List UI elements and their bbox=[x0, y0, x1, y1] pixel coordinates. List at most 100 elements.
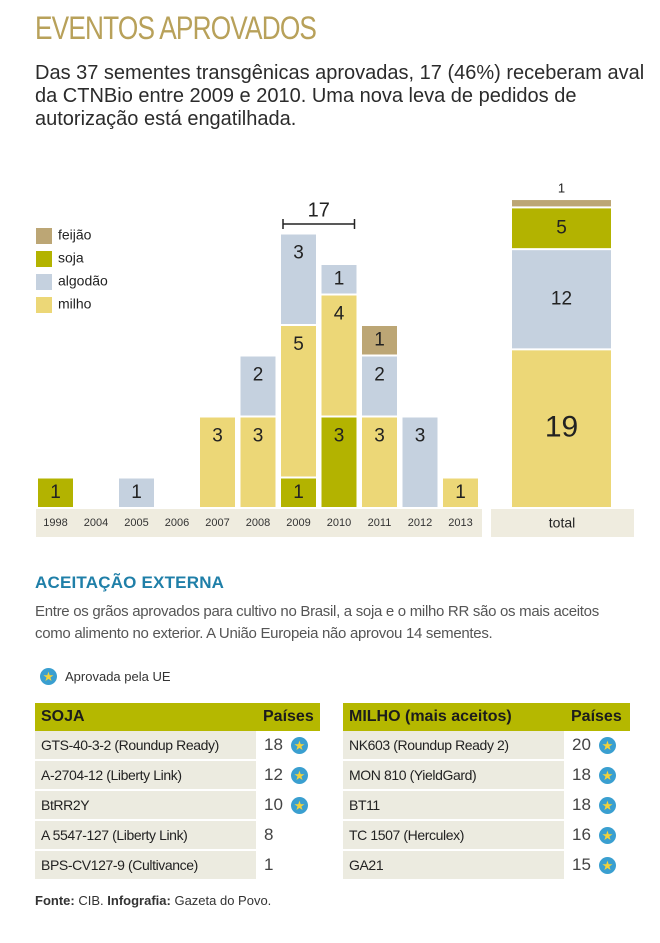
x-tick-label: 2005 bbox=[124, 517, 148, 529]
country-count: 18 bbox=[264, 735, 283, 754]
star-icon: ★ bbox=[40, 668, 57, 685]
data-label: 5 bbox=[293, 334, 304, 355]
star-icon: ★ bbox=[598, 736, 616, 754]
data-label: 3 bbox=[415, 426, 426, 447]
section-text: Entre os grãos aprovados para cultivo no… bbox=[35, 603, 599, 642]
table-cell-name: TC 1507 (Herculex) bbox=[343, 820, 565, 851]
bar-feijão bbox=[362, 326, 397, 355]
total-axis-band bbox=[491, 509, 634, 537]
total-bar-soja bbox=[512, 208, 611, 249]
x-tick-label: 2008 bbox=[246, 517, 270, 529]
bar-algodão bbox=[281, 234, 316, 324]
bar-algodão bbox=[402, 417, 438, 507]
data-label: 3 bbox=[253, 426, 264, 447]
table-cell-value: 8 bbox=[256, 820, 320, 851]
bar-algodão bbox=[119, 478, 154, 507]
table-cell-name: MON 810 (YieldGard) bbox=[343, 760, 565, 791]
legend-swatch-soja bbox=[36, 251, 52, 267]
x-tick-label: 2006 bbox=[165, 517, 189, 529]
milho-table: MILHO (mais aceitos) Países NK603 (Round… bbox=[343, 703, 630, 881]
table-cell-name: A-2704-12 (Liberty Link) bbox=[35, 760, 257, 791]
legend-label: soja bbox=[58, 250, 84, 266]
x-tick-label: 2009 bbox=[286, 517, 310, 529]
data-label: 1 bbox=[50, 482, 61, 503]
lead-paragraph: Das 37 sementes transgênicas aprovadas, … bbox=[35, 62, 645, 130]
total-data-label: 12 bbox=[551, 288, 572, 309]
infografia-label: Infografia: bbox=[107, 893, 171, 908]
x-tick-label: 2007 bbox=[205, 517, 229, 529]
soja-table-title: SOJA bbox=[35, 703, 257, 731]
x-tick-label: 2010 bbox=[327, 517, 351, 529]
milho-table-col: Países bbox=[565, 703, 630, 731]
legend-label: algodão bbox=[58, 273, 108, 289]
table-cell-value: 18 ★ bbox=[256, 731, 320, 761]
data-label: 1 bbox=[334, 268, 345, 289]
data-label: 3 bbox=[334, 426, 345, 447]
table-cell-name: NK603 (Roundup Ready 2) bbox=[343, 731, 565, 761]
country-count: 10 bbox=[264, 795, 283, 814]
bar-soja bbox=[321, 417, 357, 507]
soja-table-col: Países bbox=[257, 703, 320, 731]
legend-swatch-milho bbox=[36, 297, 52, 313]
bar-milho bbox=[200, 417, 235, 507]
table-row: A 5547-127 (Liberty Link) 8 bbox=[35, 820, 320, 851]
total-data-label: 5 bbox=[556, 217, 567, 238]
table-row: MON 810 (YieldGard) 18 ★ bbox=[343, 760, 630, 791]
table-cell-value: 16 ★ bbox=[564, 820, 630, 851]
data-label: 2 bbox=[374, 365, 385, 386]
x-tick-label: 2012 bbox=[408, 517, 432, 529]
bar-milho bbox=[240, 417, 276, 507]
data-label: 1 bbox=[131, 482, 142, 503]
ue-legend: ★ Aprovada pela UE bbox=[40, 668, 171, 685]
ue-legend-label: Aprovada pela UE bbox=[65, 669, 171, 684]
bar-algodão bbox=[362, 356, 397, 416]
table-cell-name: A 5547-127 (Liberty Link) bbox=[35, 820, 257, 851]
country-count: 12 bbox=[264, 765, 283, 784]
star-icon: ★ bbox=[290, 736, 308, 754]
total-bar-algodão bbox=[512, 250, 611, 349]
x-tick-label: 2004 bbox=[84, 517, 108, 529]
table-row: NK603 (Roundup Ready 2) 20 ★ bbox=[343, 731, 630, 761]
table-row: GTS-40-3-2 (Roundup Ready) 18 ★ bbox=[35, 731, 320, 761]
star-icon: ★ bbox=[598, 766, 616, 784]
bar-algodão bbox=[321, 265, 357, 294]
table-row: BT11 18 ★ bbox=[343, 790, 630, 821]
data-label: 1 bbox=[374, 329, 385, 350]
total-bar-milho bbox=[512, 350, 611, 507]
total-label: total bbox=[549, 515, 575, 531]
table-cell-name: BtRR2Y bbox=[35, 790, 257, 821]
star-icon: ★ bbox=[598, 826, 616, 844]
table-row: BtRR2Y 10 ★ bbox=[35, 790, 320, 821]
legend-swatch-feijão bbox=[36, 228, 52, 244]
table-cell-value: 12 ★ bbox=[256, 760, 320, 791]
table-row: GA21 15 ★ bbox=[343, 850, 630, 881]
data-label: 3 bbox=[293, 243, 304, 264]
legend-label: milho bbox=[58, 296, 92, 312]
x-tick-label: 1998 bbox=[43, 517, 67, 529]
source-value: CIB. bbox=[78, 893, 104, 908]
source-line: Fonte: CIB. Infografia: Gazeta do Povo. bbox=[35, 893, 271, 908]
bar-soja bbox=[281, 478, 316, 507]
data-label: 1 bbox=[293, 482, 304, 503]
data-label: 3 bbox=[374, 426, 385, 447]
table-cell-value: 18 ★ bbox=[564, 790, 630, 821]
country-count: 15 bbox=[572, 855, 591, 874]
data-label: 1 bbox=[455, 482, 466, 503]
star-icon: ★ bbox=[598, 856, 616, 874]
x-tick-label: 2013 bbox=[448, 517, 472, 529]
country-count: 18 bbox=[572, 795, 591, 814]
total-bar-feijão bbox=[512, 200, 611, 207]
table-cell-value: 1 bbox=[256, 850, 320, 881]
country-count: 16 bbox=[572, 825, 591, 844]
table-cell-value: 18 ★ bbox=[564, 760, 630, 791]
bar-milho bbox=[321, 295, 357, 416]
table-cell-value: 10 ★ bbox=[256, 790, 320, 821]
table-row: A-2704-12 (Liberty Link) 12 ★ bbox=[35, 760, 320, 791]
table-cell-value: 15 ★ bbox=[564, 850, 630, 881]
legend-swatch-algodão bbox=[36, 274, 52, 290]
table-row: BPS-CV127-9 (Cultivance) 1 bbox=[35, 850, 320, 881]
bar-milho bbox=[362, 417, 397, 507]
country-count: 1 bbox=[264, 855, 274, 874]
infografia-value: Gazeta do Povo. bbox=[174, 893, 272, 908]
soja-table: SOJA Países GTS-40-3-2 (Roundup Ready) 18… bbox=[35, 703, 320, 881]
